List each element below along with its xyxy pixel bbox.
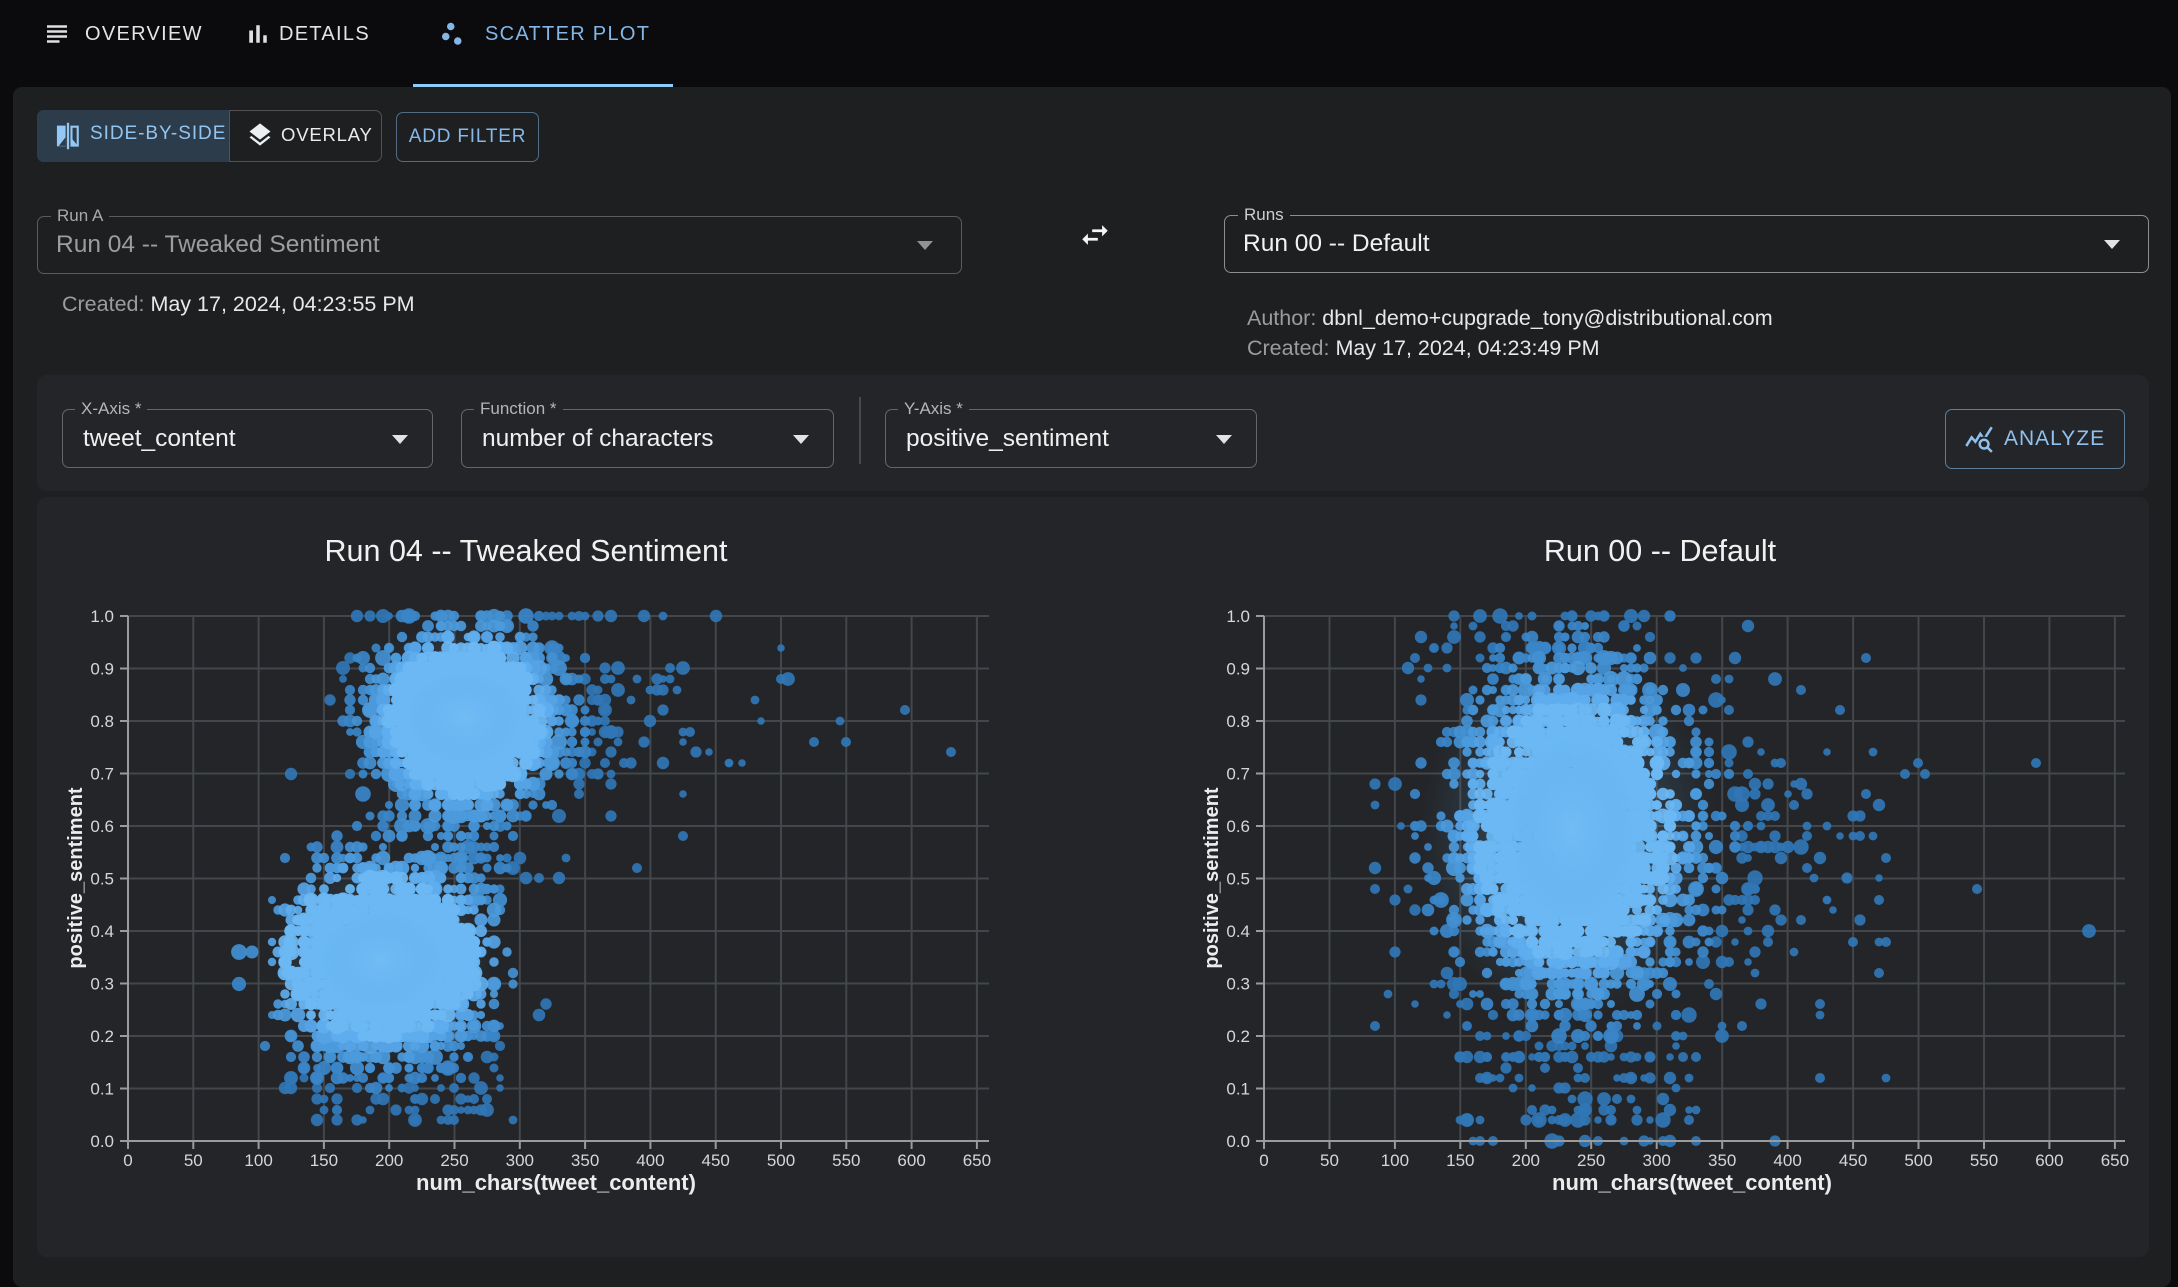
svg-text:Run 00 -- Default: Run 00 -- Default <box>1544 534 1777 568</box>
svg-text:Run 04 -- Tweaked Sentiment: Run 04 -- Tweaked Sentiment <box>325 534 728 568</box>
